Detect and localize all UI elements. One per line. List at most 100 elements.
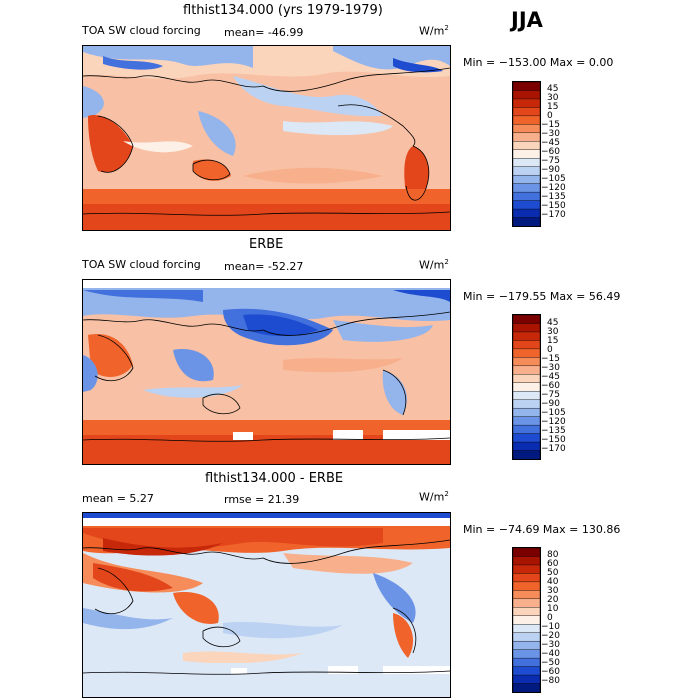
panel-3-mean: mean = 5.27 (82, 492, 154, 505)
panel-3-level-label: 40 (547, 577, 559, 587)
panel-1-level-label: −75 (541, 156, 560, 166)
panel-2-level-label: −105 (541, 408, 566, 418)
panel-2-level-label: −90 (541, 399, 560, 409)
colorbar-swatch (512, 573, 541, 583)
panel-1-colorbar-swatches (512, 81, 541, 227)
colorbar-swatch (512, 217, 541, 227)
panel-3-minmax: Min = −74.69 Max = 130.86 (463, 523, 621, 536)
panel-1-level-label: −150 (541, 201, 566, 211)
panel-1-minmax: Min = −153.00 Max = 0.00 (463, 56, 614, 69)
colorbar-swatch (512, 590, 541, 600)
colorbar-swatch (512, 314, 541, 324)
colorbar-swatch (512, 441, 541, 452)
colorbar-swatch (512, 183, 541, 193)
panel-3-rmse: rmse = 21.39 (224, 493, 300, 506)
colorbar-swatch (512, 174, 541, 185)
colorbar-swatch (512, 357, 541, 367)
panel-3-level-label: −80 (541, 676, 560, 686)
panel-1-map (82, 45, 451, 231)
colorbar-swatch (512, 141, 541, 151)
colorbar-swatch (512, 166, 541, 176)
panel-2-units: W/m2 (419, 258, 449, 272)
colorbar-swatch (512, 348, 541, 358)
panel-3-level-label: −30 (541, 640, 560, 650)
panel-3-level-label: 50 (547, 568, 559, 578)
colorbar-swatch (512, 674, 541, 685)
colorbar-swatch (512, 90, 541, 100)
panel-3-map-canvas (83, 513, 450, 697)
colorbar-swatch (512, 81, 541, 91)
panel-2-level-label: −170 (541, 444, 566, 454)
colorbar-swatch (512, 407, 541, 418)
panel-2-title: ERBE (249, 237, 284, 252)
colorbar-swatch (512, 632, 541, 642)
colorbar-swatch (512, 598, 541, 608)
colorbar-swatch (512, 683, 541, 693)
panel-2-variable-label: TOA SW cloud forcing (82, 258, 201, 271)
season-label: JJA (511, 8, 543, 32)
panel-2-colorbar-swatches (512, 314, 541, 460)
panel-1-level-label: 30 (547, 93, 559, 103)
panel-2-map-canvas (83, 280, 450, 464)
panel-1-map-canvas (83, 46, 450, 230)
colorbar-swatch (512, 399, 541, 409)
panel-3-level-label: 10 (547, 604, 559, 614)
colorbar-swatch (512, 115, 541, 125)
panel-1-colorbar (512, 81, 541, 227)
panel-1-level-label: −30 (541, 129, 560, 139)
colorbar-swatch (512, 340, 541, 350)
panel-2-level-label: −135 (541, 426, 566, 436)
colorbar-swatch (512, 365, 541, 375)
panel-2-level-label: −15 (541, 354, 560, 364)
colorbar-swatch (512, 323, 541, 333)
panel-1-title: flthist134.000 (yrs 1979-1979) (183, 3, 383, 18)
colorbar-swatch (512, 158, 541, 168)
panel-3-units: W/m2 (419, 490, 449, 504)
colorbar-swatch (512, 556, 541, 566)
colorbar-swatch (512, 424, 541, 435)
colorbar-swatch (512, 98, 541, 108)
panel-2-level-label: 15 (547, 336, 559, 346)
colorbar-swatch (512, 649, 541, 659)
panel-3-title: flthist134.000 - ERBE (205, 471, 344, 486)
panel-3-level-label: −40 (541, 649, 560, 659)
colorbar-swatch (512, 450, 541, 460)
colorbar-swatch (512, 124, 541, 134)
panel-3-level-label: −10 (541, 622, 560, 632)
panel-2-level-label: −150 (541, 435, 566, 445)
panel-2-minmax: Min = −179.55 Max = 56.49 (463, 290, 621, 303)
panel-1-level-label: −135 (541, 192, 566, 202)
panel-3-level-label: 0 (547, 613, 553, 623)
panel-3-level-label: −60 (541, 667, 560, 677)
panel-2-map (82, 279, 451, 465)
panel-3-level-label: −50 (541, 658, 560, 668)
panel-1-variable-label: TOA SW cloud forcing (82, 24, 201, 37)
panel-2-level-label: −60 (541, 381, 560, 391)
colorbar-swatch (512, 374, 541, 384)
panel-3-level-label: −20 (541, 631, 560, 641)
colorbar-swatch (512, 107, 541, 117)
colorbar-swatch (512, 433, 541, 443)
panel-3-level-label: 60 (547, 559, 559, 569)
panel-2-colorbar (512, 314, 541, 460)
colorbar-swatch (512, 657, 541, 668)
colorbar-swatch (512, 547, 541, 557)
panel-1-level-label: −120 (541, 183, 566, 193)
panel-3-level-label: 80 (547, 550, 559, 560)
colorbar-swatch (512, 200, 541, 210)
panel-1-level-label: −170 (541, 210, 566, 220)
colorbar-swatch (512, 581, 541, 591)
colorbar-swatch (512, 382, 541, 392)
colorbar-swatch (512, 191, 541, 202)
panel-3-level-label: 20 (547, 595, 559, 605)
panel-3-level-label: 30 (547, 586, 559, 596)
panel-1-level-label: −90 (541, 165, 560, 175)
colorbar-swatch (512, 640, 541, 651)
panel-2-mean: mean= -52.27 (224, 260, 304, 273)
panel-1-level-label: 45 (547, 84, 559, 94)
colorbar-swatch (512, 391, 541, 401)
colorbar-swatch (512, 208, 541, 219)
panel-3-colorbar-swatches (512, 547, 541, 693)
colorbar-swatch (512, 615, 541, 625)
panel-1-level-label: −15 (541, 120, 560, 130)
